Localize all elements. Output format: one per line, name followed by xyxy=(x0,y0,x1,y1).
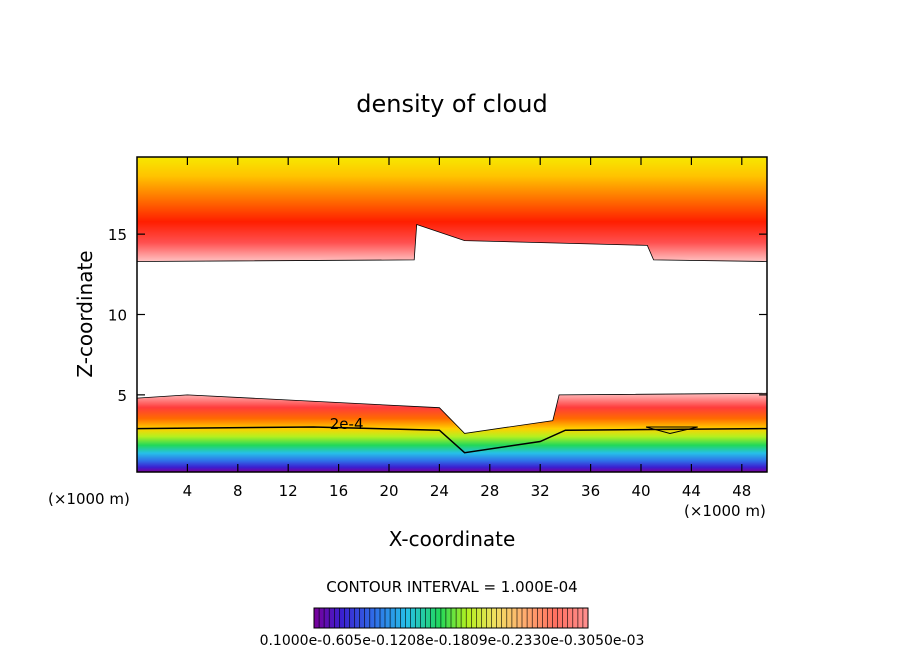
x-tick-label: 32 xyxy=(531,482,550,500)
x-tick-label: 24 xyxy=(430,482,449,500)
contour-label: 2e-4 xyxy=(330,415,364,433)
x-tick-label: 40 xyxy=(631,482,650,500)
y-tick-label: 10 xyxy=(108,307,127,325)
x-tick-label: 44 xyxy=(682,482,701,500)
y-axis-label: Z-coordinate xyxy=(73,250,97,377)
colorbar-stripes xyxy=(318,608,584,628)
x-unit-right: (×1000 m) xyxy=(684,502,766,520)
plot-area xyxy=(137,157,767,472)
x-tick-label: 4 xyxy=(183,482,193,500)
contour-pocket xyxy=(645,426,698,434)
y-tick-label: 15 xyxy=(108,226,127,244)
chart-title: density of cloud xyxy=(356,90,547,118)
x-tick-label: 12 xyxy=(279,482,298,500)
y-tick-label: 5 xyxy=(117,387,127,405)
contour-line-2e-4 xyxy=(137,426,767,454)
y-axis: 5 10 15 xyxy=(108,226,767,405)
x-axis: 4 8 12 16 20 24 28 32 36 40 44 48 xyxy=(183,157,751,500)
x-tick-label: 20 xyxy=(379,482,398,500)
x-axis-label: X-coordinate xyxy=(389,527,516,551)
lower-cloud-layer xyxy=(137,393,767,472)
colorbar-labels: 0.1000e-0.605e-0.1208e-0.1809e-0.2330e-0… xyxy=(260,633,645,649)
contour-interval-label: CONTOUR INTERVAL = 1.000E-04 xyxy=(326,578,577,596)
x-tick-label: 36 xyxy=(581,482,600,500)
lower-cloud-top-contour xyxy=(137,392,767,434)
contour-pocket-shape xyxy=(645,426,698,434)
x-tick-label: 48 xyxy=(732,482,751,500)
x-unit-left: (×1000 m) xyxy=(48,490,130,508)
x-tick-label: 28 xyxy=(480,482,499,500)
colorbar xyxy=(313,607,589,629)
upper-cloud-layer xyxy=(137,157,767,262)
upper-cloud-base-contour xyxy=(137,223,767,262)
x-tick-label: 16 xyxy=(329,482,348,500)
x-tick-label: 8 xyxy=(233,482,243,500)
